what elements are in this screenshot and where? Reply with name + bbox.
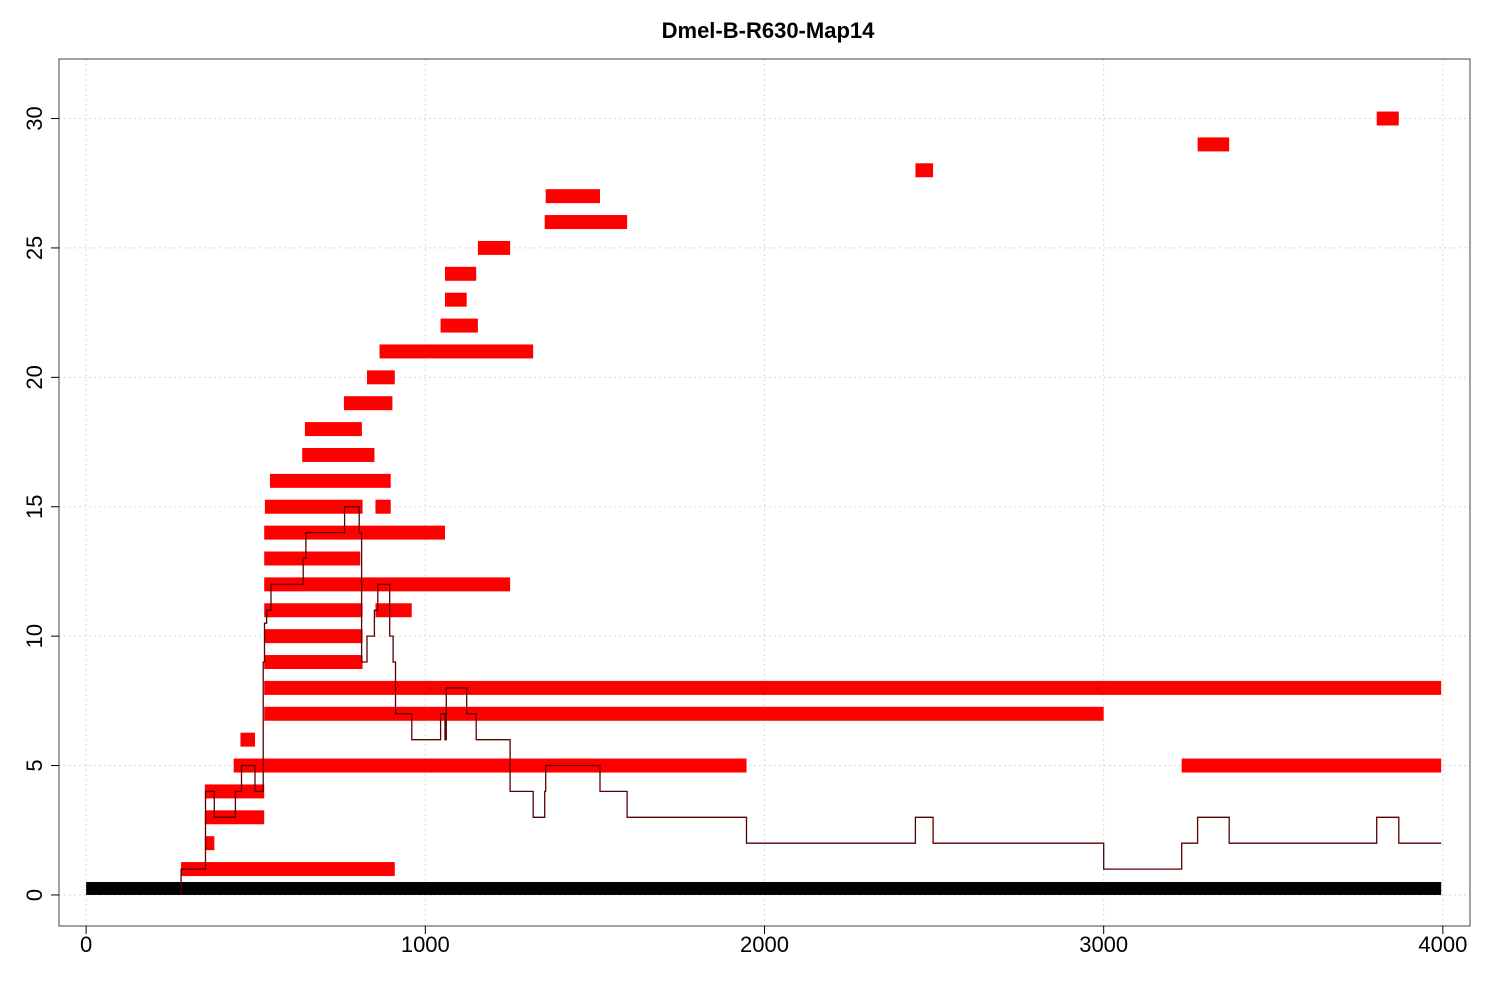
segment-bar xyxy=(343,396,393,411)
segment-bar xyxy=(240,732,256,747)
y-tick-label: 30 xyxy=(22,106,47,130)
grid-lines xyxy=(59,59,1470,926)
x-tick-label: 0 xyxy=(80,932,92,957)
segment-bar xyxy=(915,163,934,178)
segment-bar xyxy=(264,706,1104,721)
segment-bar xyxy=(544,215,628,230)
segment-bar xyxy=(1197,137,1230,152)
segment-bar xyxy=(233,758,747,773)
segment-bar xyxy=(366,370,395,385)
segment-bar xyxy=(545,189,600,204)
segment-bar xyxy=(440,318,478,333)
y-axis: 0 5 10 15 20 25 30 xyxy=(22,106,59,901)
segment-bar xyxy=(264,629,363,644)
segment-bar xyxy=(375,603,412,618)
y-tick-label: 15 xyxy=(22,494,47,518)
segment-bar xyxy=(264,499,363,514)
coverage-line-layer xyxy=(180,506,1442,895)
chart-title: Dmel-B-R630-Map14 xyxy=(662,18,875,43)
segment-bar xyxy=(264,655,363,670)
x-tick-label: 2000 xyxy=(740,932,789,957)
segment-bar xyxy=(264,525,445,540)
y-tick-label: 10 xyxy=(22,624,47,648)
segment-bar xyxy=(264,551,361,566)
reference-bar xyxy=(86,882,1442,895)
segment-bar xyxy=(444,292,467,307)
segment-bar xyxy=(1376,111,1399,126)
segment-bar xyxy=(181,862,395,877)
segment-bar xyxy=(375,499,391,514)
reference-bar-layer xyxy=(86,882,1442,895)
segment-bar xyxy=(269,473,391,488)
y-tick-label: 0 xyxy=(22,889,47,901)
segment-bar xyxy=(444,266,477,281)
x-tick-label: 3000 xyxy=(1079,932,1128,957)
segment-bar xyxy=(264,680,1442,695)
segment-bar xyxy=(264,603,363,618)
segment-bar xyxy=(477,240,511,255)
segment-bar xyxy=(379,344,534,359)
y-tick-label: 20 xyxy=(22,365,47,389)
segment-bar xyxy=(204,784,265,799)
segment-bar xyxy=(204,836,215,851)
x-axis: 0 1000 2000 3000 4000 xyxy=(80,926,1467,957)
x-tick-label: 1000 xyxy=(401,932,450,957)
y-tick-label: 5 xyxy=(22,759,47,771)
coverage-line xyxy=(180,506,1442,895)
x-tick-label: 4000 xyxy=(1418,932,1467,957)
y-tick-label: 25 xyxy=(22,236,47,260)
segment-bar xyxy=(302,447,375,462)
segment-bar xyxy=(304,422,362,437)
segment-bars xyxy=(181,111,1442,877)
segment-bar xyxy=(1181,758,1442,773)
